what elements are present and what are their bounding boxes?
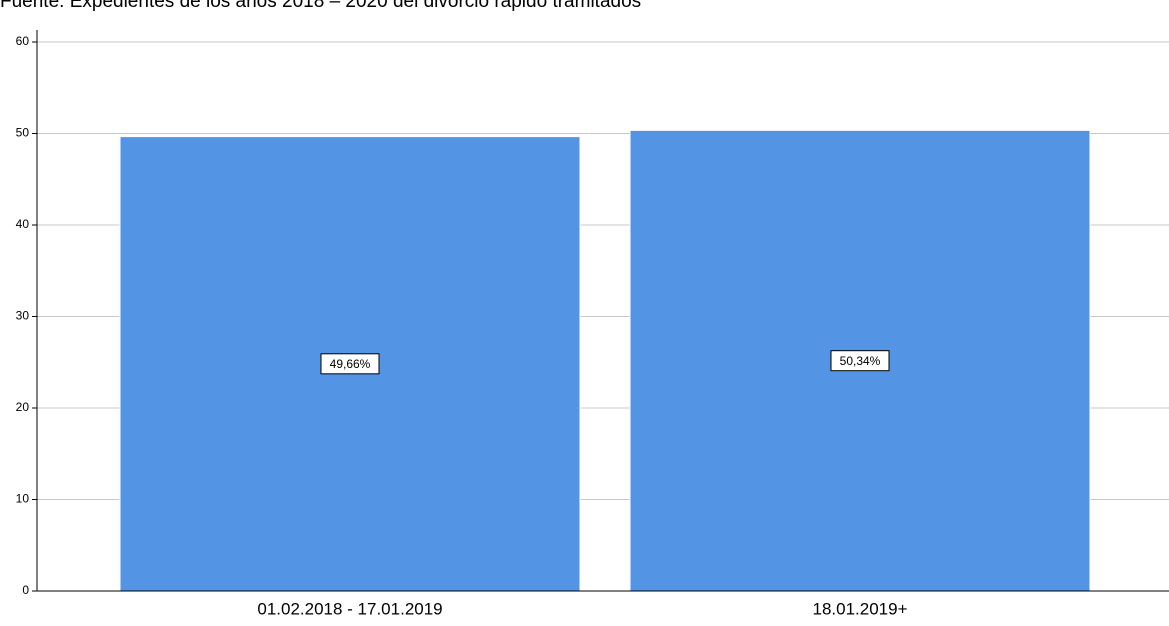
y-tick-label: 0	[22, 583, 29, 597]
y-tick-label: 60	[16, 34, 30, 48]
value-label-box	[320, 353, 380, 375]
y-tick-label: 30	[16, 309, 30, 323]
y-tick-label: 20	[16, 400, 30, 414]
chart-title: Fuente: Expedientes de los años 2018 – 2…	[0, 0, 641, 12]
x-tick-label: 01.02.2018 - 17.01.2019	[257, 599, 442, 618]
value-label: 49,66%	[330, 357, 371, 371]
y-tick-label: 10	[16, 492, 30, 506]
x-tick-label: 18.01.2019+	[812, 599, 907, 618]
value-label-box	[830, 350, 890, 372]
y-tick-label: 50	[16, 126, 30, 140]
value-label: 50,34%	[840, 354, 881, 368]
y-tick-label: 40	[16, 217, 30, 231]
